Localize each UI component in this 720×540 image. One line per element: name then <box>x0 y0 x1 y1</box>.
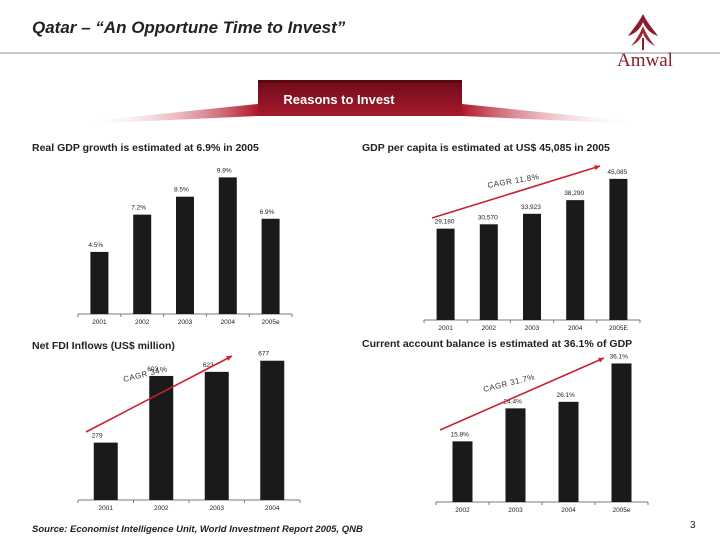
current-account-bar-2004 <box>558 401 579 502</box>
fdi-bar-2001 <box>93 442 118 500</box>
page-number: 3 <box>690 520 696 531</box>
fdi-bar-2004 <box>260 360 285 500</box>
fdi-cagr-line <box>85 355 233 433</box>
fdi-bar-2003 <box>204 371 229 500</box>
gdp-growth-data-label-2003: 8.5% <box>174 187 189 194</box>
fdi-heading: Net FDI Inflows (US$ million) <box>32 340 175 352</box>
fdi-data-label-2004: 677 <box>258 351 269 358</box>
gdp-per-capita-data-label-2004: 38,290 <box>564 190 584 197</box>
fdi-bar-2002 <box>149 375 174 500</box>
fdi-tick-label-2003: 2003 <box>210 505 225 512</box>
gdp-per-capita-data-label-2002: 30,570 <box>478 214 498 221</box>
source-note: Source: Economist Intelligence Unit, Wor… <box>32 524 363 535</box>
gdp-per-capita-bar-2005E <box>609 178 628 320</box>
gdp-growth-tick-label-2004: 2004 <box>221 319 236 326</box>
current-account-bar-2003 <box>505 408 526 502</box>
gdp-growth-bar-2002 <box>133 214 152 314</box>
current-account-tick-label-2002: 2002 <box>455 507 470 514</box>
current-account-data-label-2005e: 36.1% <box>610 353 629 360</box>
gdp-per-capita-bar-2004 <box>566 200 585 320</box>
title-divider <box>0 52 720 54</box>
banner-label: Reasons to Invest <box>283 92 395 107</box>
fdi-tick-label-2004: 2004 <box>265 505 280 512</box>
fdi-data-label-2002: 603 <box>147 366 158 373</box>
slide-title: Qatar – “An Opportune Time to Invest” <box>32 18 346 37</box>
gdp-growth-bar-2001 <box>90 251 109 314</box>
gdp-growth-data-label-2002: 7.2% <box>131 205 146 212</box>
fdi-tick-label-2001: 2001 <box>99 505 114 512</box>
current-account-data-label-2003: 24.4% <box>504 398 523 405</box>
current-account-data-label-2002: 15.8% <box>451 431 470 438</box>
gdp-per-capita-tick-label-2005E: 2005E <box>609 325 628 332</box>
current-account-cagr-arrow-icon <box>598 357 604 363</box>
logo-wordmark: Amwal <box>617 50 673 71</box>
gdp-growth-tick-label-2001: 2001 <box>92 319 107 326</box>
current-account-tick-label-2003: 2003 <box>508 507 523 514</box>
current-account-heading: Current account balance is estimated at … <box>362 338 633 350</box>
fdi-cagr-arrow-icon <box>226 356 232 361</box>
gdp-per-capita-tick-label-2004: 2004 <box>568 325 583 332</box>
current-account-tick-label-2005e: 2005e <box>612 507 630 514</box>
current-account-cagr-line <box>439 357 605 431</box>
gdp-per-capita-bar-2001 <box>436 228 455 320</box>
gdp-growth-data-label-2001: 4.5% <box>88 242 103 249</box>
gdp-growth-bar-2005e <box>261 218 280 314</box>
gdp-growth-bar-2004 <box>218 177 237 314</box>
gdp-growth-tick-label-2005e: 2005e <box>262 319 280 326</box>
gdp-growth-data-label-2004: 9.9% <box>217 167 232 174</box>
gdp-per-capita-tick-label-2003: 2003 <box>525 325 540 332</box>
gdp-per-capita-tick-label-2002: 2002 <box>482 325 497 332</box>
gdp-growth-data-label-2005e: 6.9% <box>260 209 275 216</box>
gdp-growth-bar-2003 <box>176 196 194 314</box>
current-account-tick-label-2004: 2004 <box>561 507 576 514</box>
gdp-per-capita-cagr-arrow-icon <box>594 165 600 171</box>
fdi-tick-label-2002: 2002 <box>154 505 169 512</box>
gdp-per-capita-data-label-2001: 29,180 <box>435 219 455 226</box>
current-account-bar-2005e <box>611 363 632 502</box>
gdp-per-capita-bar-2002 <box>479 224 498 320</box>
gdp-growth-tick-label-2002: 2002 <box>135 319 150 326</box>
fdi-data-label-2003: 623 <box>203 362 214 369</box>
current-account-data-label-2004: 26.1% <box>557 392 576 399</box>
gdp-per-capita-cagr-line <box>431 165 601 219</box>
fdi-data-label-2001: 279 <box>92 433 103 440</box>
gdp-growth-heading: Real GDP growth is estimated at 6.9% in … <box>32 142 259 154</box>
amwal-logo-icon <box>628 14 658 50</box>
gdp-per-capita-data-label-2005E: 45,085 <box>607 169 627 176</box>
reasons-banner <box>82 80 638 124</box>
gdp-per-capita-bar-2003 <box>523 213 541 320</box>
gdp-per-capita-data-label-2003: 33,923 <box>521 204 541 211</box>
gdp-per-capita-tick-label-2001: 2001 <box>438 325 453 332</box>
gdp-growth-tick-label-2003: 2003 <box>178 319 193 326</box>
gdp-per-capita-heading: GDP per capita is estimated at US$ 45,08… <box>362 142 610 154</box>
current-account-bar-2002 <box>452 441 473 502</box>
